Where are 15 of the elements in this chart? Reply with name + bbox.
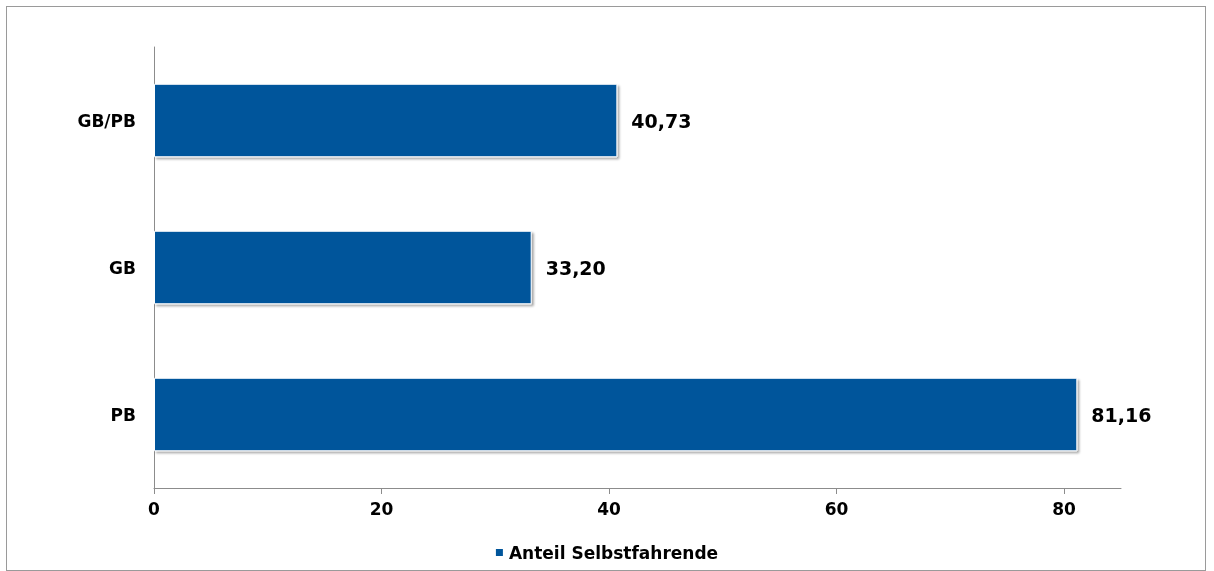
y-tick-label: GB bbox=[109, 257, 136, 278]
data-label: 40,73 bbox=[631, 109, 692, 132]
x-tick-label: 60 bbox=[824, 498, 849, 519]
data-label: 33,20 bbox=[545, 256, 606, 279]
bar bbox=[154, 377, 1078, 452]
x-tick-label: 0 bbox=[148, 498, 161, 519]
x-tick-label: 40 bbox=[597, 498, 622, 519]
y-tick-label: PB bbox=[110, 404, 136, 425]
bar bbox=[154, 83, 618, 158]
data-label: 81,16 bbox=[1091, 403, 1152, 426]
x-tick-label: 20 bbox=[369, 498, 394, 519]
y-tick-label: GB/PB bbox=[77, 110, 136, 131]
bar bbox=[154, 230, 532, 305]
x-tick-label: 80 bbox=[1052, 498, 1077, 519]
legend-label: Anteil Selbstfahrende bbox=[508, 542, 719, 563]
